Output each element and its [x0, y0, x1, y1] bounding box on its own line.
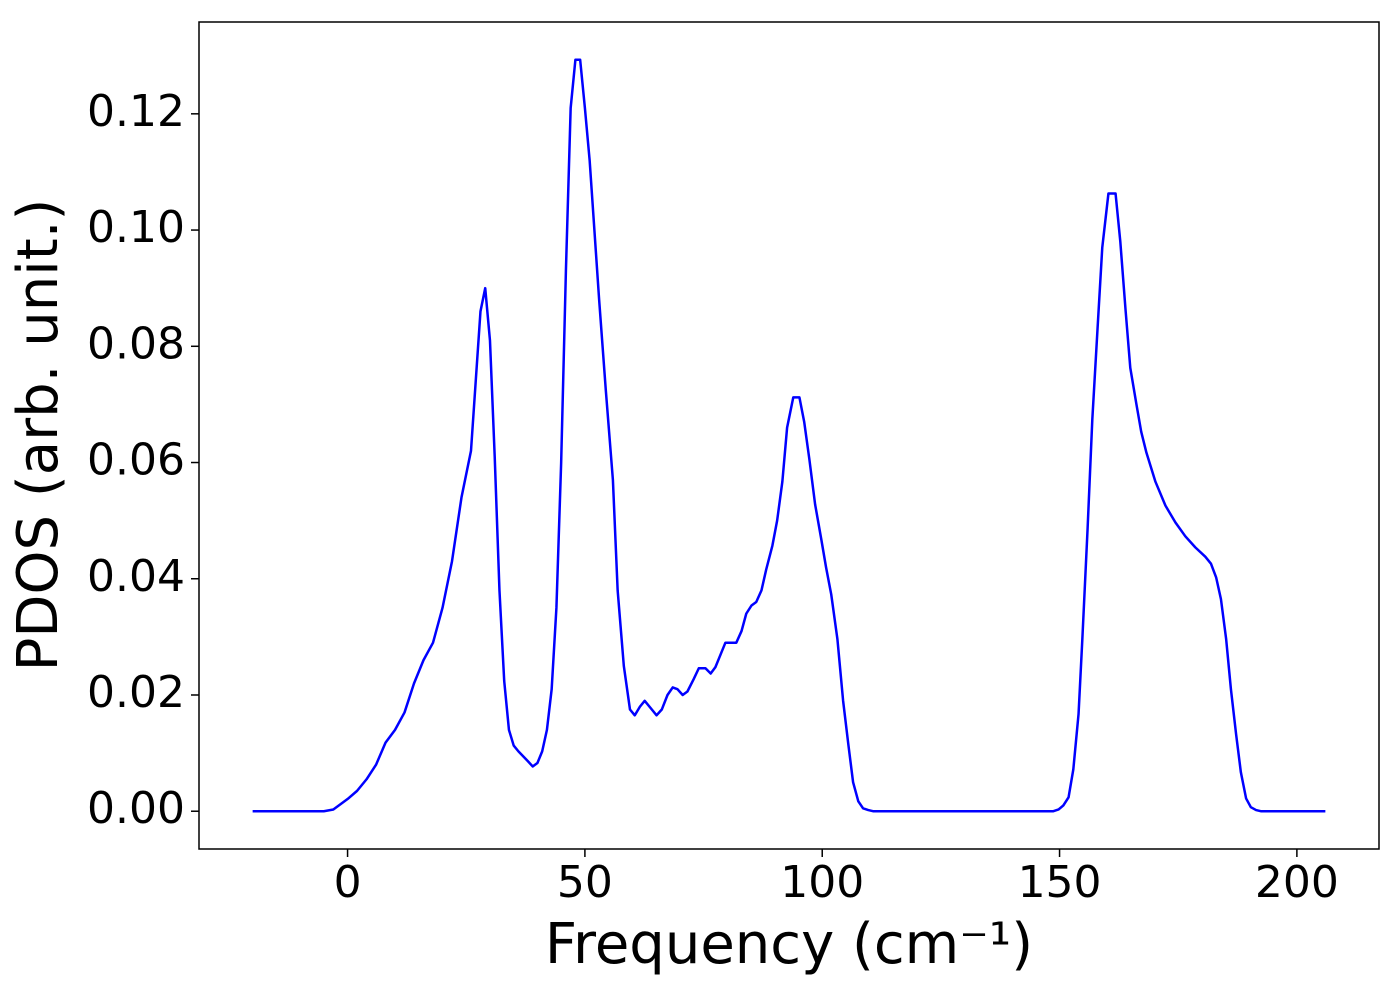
- x-axis-label: Frequency (cm⁻¹): [545, 912, 1033, 977]
- data-line: [252, 58, 1326, 813]
- x-tick-label: 150: [1018, 857, 1102, 908]
- y-tick-label: 0.06: [87, 435, 185, 486]
- y-tick-label: 0.04: [87, 551, 185, 602]
- x-tick-label: 200: [1255, 857, 1339, 908]
- x-tick-label: 100: [780, 857, 864, 908]
- x-tick-label: 50: [557, 857, 613, 908]
- y-tick-label: 0.02: [87, 667, 185, 718]
- y-tick-label: 0.10: [87, 202, 185, 253]
- y-tick-label: 0.08: [87, 318, 185, 369]
- y-tick-label: 0.00: [87, 783, 185, 834]
- plot-frame: [198, 21, 1380, 850]
- y-axis-label: PDOS (arb. unit.): [6, 199, 71, 672]
- y-tick-label: 0.12: [87, 86, 185, 137]
- x-tick-label: 0: [334, 857, 362, 908]
